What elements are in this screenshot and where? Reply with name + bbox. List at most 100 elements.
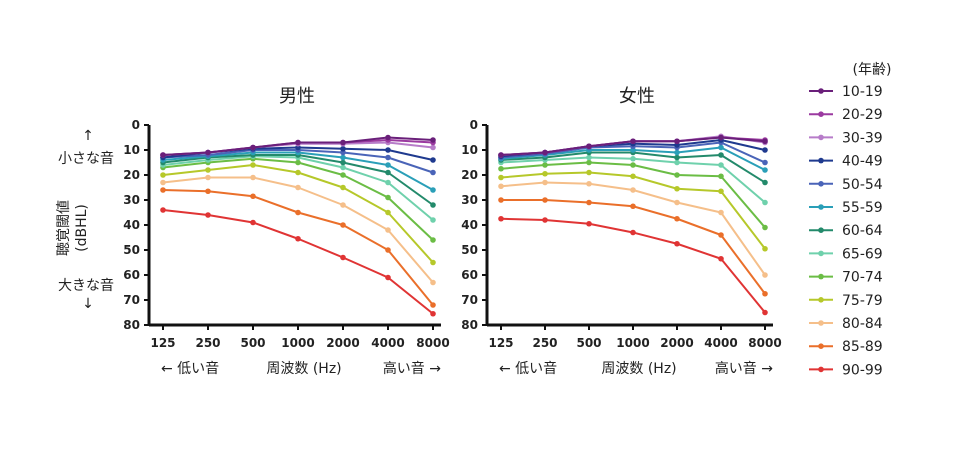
y-tick-label: 50 — [123, 243, 140, 257]
data-point — [630, 173, 636, 180]
series-80-84 — [160, 174, 436, 286]
data-point — [542, 149, 548, 156]
legend-item: 75-79 — [809, 293, 883, 309]
data-point — [430, 187, 436, 193]
data-point — [762, 290, 768, 297]
data-point — [430, 237, 436, 243]
data-point — [430, 217, 436, 223]
data-point — [160, 152, 166, 158]
data-point — [430, 169, 436, 176]
data-point — [674, 138, 680, 145]
y-tick-label: 30 — [123, 193, 140, 207]
legend-item: 90-99 — [809, 362, 883, 378]
legend-swatch-dot — [818, 366, 824, 373]
data-point — [718, 173, 724, 180]
y-tick-label: 40 — [461, 218, 478, 232]
data-point — [160, 179, 166, 186]
data-point — [340, 154, 346, 161]
y-axis-top-label: 小さな音 — [58, 150, 114, 167]
x-tick-label: 250 — [195, 336, 220, 350]
data-point — [762, 224, 768, 231]
panel-2: 女性 0 10 20 30 40 50 60 70 80 125 250 500 1000 2000 4000… — [461, 86, 781, 377]
legend-label: 80-84 — [842, 316, 883, 332]
legend-item: 20-29 — [809, 107, 883, 123]
data-point — [762, 138, 768, 145]
data-point — [250, 162, 256, 168]
data-point — [718, 152, 724, 158]
data-point — [762, 147, 768, 153]
data-point — [586, 180, 592, 187]
data-point — [498, 152, 504, 158]
data-point — [340, 202, 346, 208]
data-point — [586, 220, 592, 227]
y-tick-label: 50 — [461, 243, 478, 257]
data-point — [340, 172, 346, 178]
panel-1: 男性 0 10 20 30 40 50 60 70 80 125 250 500 1000 2000 4000… — [123, 86, 449, 377]
legend-label: 65-69 — [842, 246, 883, 262]
data-point — [385, 134, 391, 141]
series-line — [500, 171, 766, 250]
data-point — [160, 172, 166, 178]
data-point — [630, 187, 636, 193]
y-tick-label: 0 — [132, 118, 140, 132]
data-point — [250, 174, 256, 181]
series-10-19 — [498, 134, 768, 158]
x-tick-label: 500 — [576, 336, 601, 350]
x-tick-label: 2000 — [660, 336, 693, 350]
data-point — [718, 188, 724, 195]
data-point — [498, 174, 504, 181]
legend-label: 85-89 — [842, 339, 883, 355]
panel-title: 男性 — [279, 86, 315, 107]
data-point — [630, 162, 636, 168]
data-point — [340, 164, 346, 171]
data-point — [498, 197, 504, 203]
legend-item: 65-69 — [809, 246, 883, 262]
x-axis-high-label: 高い音 → — [715, 360, 773, 377]
legend-item: 50-54 — [809, 177, 883, 193]
series-70-74 — [498, 159, 768, 231]
series-10-19 — [160, 134, 436, 158]
legend-label: 10-19 — [842, 84, 883, 100]
data-point — [586, 154, 592, 161]
data-point — [295, 139, 301, 146]
legend-swatch-dot — [818, 343, 824, 350]
data-point — [340, 145, 346, 152]
x-tick-label: 8000 — [416, 336, 449, 350]
y-tick-label: 60 — [123, 268, 140, 282]
y-tick-label: 20 — [123, 168, 140, 182]
data-point — [250, 219, 256, 226]
y-tick-label: 80 — [461, 318, 478, 332]
data-point — [674, 149, 680, 156]
data-point — [250, 193, 256, 200]
data-point — [674, 154, 680, 161]
data-point — [762, 159, 768, 166]
data-point — [385, 209, 391, 216]
data-point — [205, 212, 211, 218]
data-point — [340, 184, 346, 191]
data-point — [674, 215, 680, 222]
x-tick-label: 1000 — [616, 336, 649, 350]
y-tick-label: 40 — [123, 218, 140, 232]
data-point — [430, 302, 436, 308]
data-point — [674, 185, 680, 192]
data-point — [205, 188, 211, 195]
legend-label: 30-39 — [842, 130, 883, 146]
data-point — [498, 215, 504, 222]
data-point — [674, 172, 680, 178]
legend-item: 30-39 — [809, 130, 883, 146]
data-point — [430, 310, 436, 317]
data-point — [340, 159, 346, 166]
x-axis-title: 周波数 (Hz) — [266, 361, 341, 377]
data-point — [586, 169, 592, 176]
data-point — [674, 199, 680, 206]
legend-item: 70-74 — [809, 270, 883, 286]
y-axis-bottom-label: 大きな音 — [58, 277, 114, 294]
data-point — [674, 159, 680, 166]
data-point — [385, 154, 391, 161]
legend-label: 90-99 — [842, 362, 883, 378]
x-tick-label: 125 — [150, 336, 175, 350]
y-tick-label: 80 — [123, 318, 140, 332]
y-axis-title-line2: (dBHL) — [74, 204, 90, 252]
data-point — [430, 202, 436, 208]
